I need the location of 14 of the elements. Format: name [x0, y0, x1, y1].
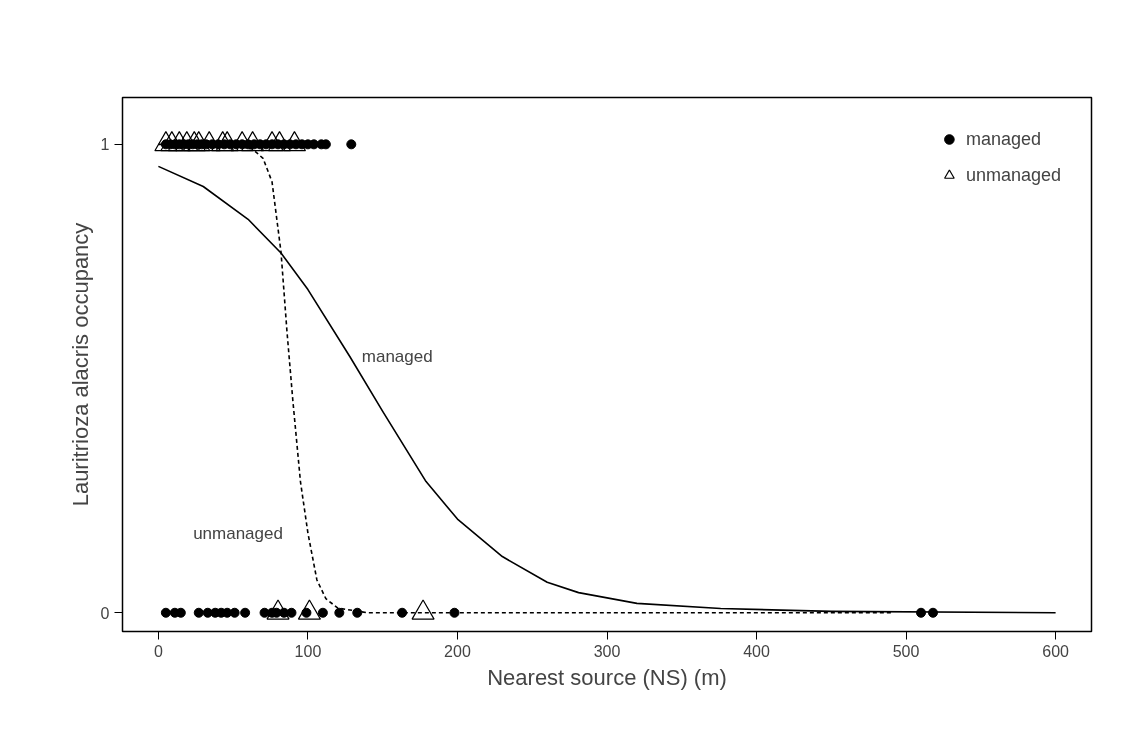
y-axis-title: Lauritrioza alacris occupancy — [67, 222, 93, 507]
x-axis-title: Nearest source (NS) (m) — [487, 664, 727, 690]
x-tick-label: 600 — [1042, 642, 1070, 660]
legend-label: managed — [965, 128, 1041, 150]
x-tick-label: 400 — [743, 642, 770, 660]
annotation: unmanaged — [193, 523, 283, 543]
x-tick-label: 200 — [444, 642, 471, 660]
annotation: managed — [361, 347, 433, 367]
y-tick-label: 1 — [100, 136, 110, 154]
x-tick-label: 0 — [153, 642, 163, 660]
legend-label: unmanaged — [965, 164, 1061, 186]
x-tick-label: 100 — [294, 642, 322, 660]
x-tick-label: 300 — [593, 642, 621, 660]
x-tick-label: 500 — [892, 642, 920, 660]
